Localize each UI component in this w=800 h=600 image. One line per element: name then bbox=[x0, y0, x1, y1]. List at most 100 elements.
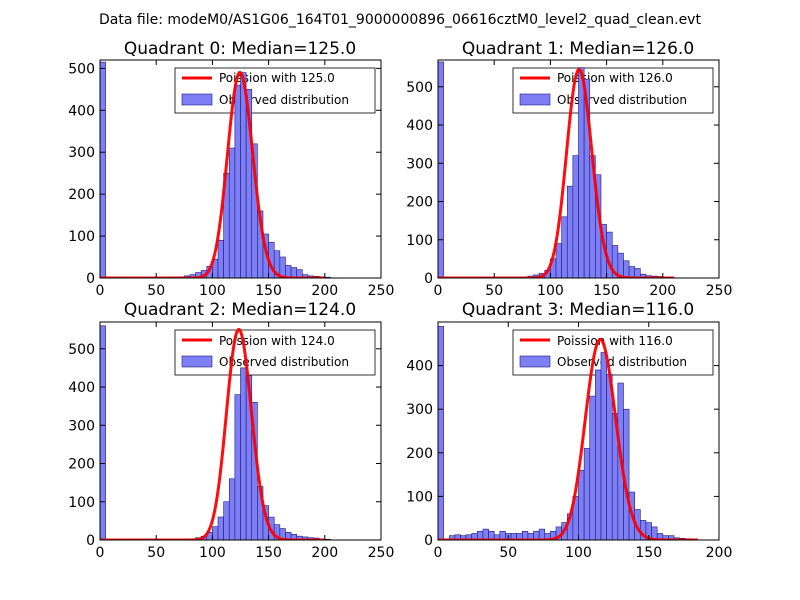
y-tick-label: 200 bbox=[68, 457, 95, 473]
y-tick-label: 500 bbox=[406, 80, 433, 96]
legend-box bbox=[512, 67, 714, 114]
x-tick-label: 150 bbox=[255, 545, 282, 561]
x-tick-label: 100 bbox=[199, 283, 226, 299]
legend-observed-swatch bbox=[181, 93, 213, 106]
y-tick-label: 300 bbox=[406, 156, 433, 172]
poisson-curve bbox=[438, 337, 698, 540]
y-tick-label: 100 bbox=[406, 489, 433, 505]
legend-observed-swatch bbox=[181, 355, 213, 368]
x-tick-label: 0 bbox=[434, 283, 443, 299]
legend-poisson-label: Poission with 125.0 bbox=[219, 71, 335, 85]
plot-area bbox=[100, 61, 331, 278]
y-tick-label: 100 bbox=[68, 495, 95, 511]
axes-frame bbox=[99, 321, 382, 541]
histogram-bar bbox=[561, 216, 568, 278]
x-tick-label: 150 bbox=[255, 283, 282, 299]
panel-title: Quadrant 1: Median=126.0 bbox=[462, 39, 694, 59]
x-tick-label: 100 bbox=[199, 545, 226, 561]
histogram-bar bbox=[482, 528, 489, 540]
axes-frame bbox=[437, 59, 720, 279]
x-tick-label: 50 bbox=[499, 545, 517, 561]
histogram-bar bbox=[234, 394, 241, 540]
y-tick-label: 300 bbox=[68, 145, 95, 161]
y-tick-label: 400 bbox=[68, 103, 95, 119]
legend-observed-label: Observed distribution bbox=[557, 93, 687, 107]
x-tick-label: 50 bbox=[147, 545, 165, 561]
plot-area bbox=[438, 326, 698, 540]
histogram-bar bbox=[438, 326, 444, 540]
histogram-bar bbox=[606, 374, 613, 540]
histogram-bar bbox=[578, 469, 585, 540]
y-tick-label: 400 bbox=[406, 359, 433, 375]
y-tick-label: 400 bbox=[68, 380, 95, 396]
y-tick-label: 400 bbox=[406, 118, 433, 134]
y-tick-label: 500 bbox=[68, 61, 95, 77]
panel-quadrant-0: Quadrant 0: Median=125.0 Poission with 1… bbox=[68, 39, 394, 299]
y-tick-label: 0 bbox=[424, 271, 433, 287]
legend-box bbox=[174, 67, 376, 114]
y-tick-label: 200 bbox=[68, 187, 95, 203]
legend-poisson-label: Poission with 116.0 bbox=[557, 334, 673, 348]
histogram-bar bbox=[600, 352, 607, 540]
legend-observed-swatch bbox=[519, 93, 551, 106]
panel-quadrant-3: Quadrant 3: Median=116.0 Poission with 1… bbox=[406, 300, 732, 561]
histogram-bar bbox=[100, 325, 106, 540]
panel-quadrant-1: Quadrant 1: Median=126.0 Poission with 1… bbox=[406, 39, 732, 299]
x-tick-label: 250 bbox=[368, 283, 395, 299]
y-tick-label: 300 bbox=[406, 402, 433, 418]
y-tick-label: 100 bbox=[406, 233, 433, 249]
histogram-bar bbox=[566, 185, 574, 278]
histogram-bar bbox=[583, 448, 591, 540]
histogram-bar bbox=[100, 61, 106, 278]
x-tick-label: 0 bbox=[96, 283, 105, 299]
panel-title: Quadrant 2: Median=124.0 bbox=[124, 300, 356, 320]
x-tick-label: 250 bbox=[368, 545, 395, 561]
legend-box bbox=[512, 329, 714, 376]
y-tick-label: 200 bbox=[406, 446, 433, 462]
axes-frame bbox=[99, 59, 382, 279]
y-tick-label: 300 bbox=[68, 418, 95, 434]
histogram-bar bbox=[628, 266, 636, 278]
x-tick-label: 50 bbox=[485, 283, 503, 299]
x-tick-label: 50 bbox=[147, 283, 165, 299]
y-tick-label: 500 bbox=[68, 342, 95, 358]
histogram-bar bbox=[228, 478, 236, 540]
histogram-bar bbox=[589, 395, 596, 540]
legend-box bbox=[174, 329, 376, 376]
histogram-bar bbox=[595, 369, 602, 540]
histogram-bar bbox=[240, 72, 247, 278]
legend-observed-label: Observed distribution bbox=[557, 355, 687, 369]
histogram-bar bbox=[228, 147, 236, 278]
y-tick-label: 0 bbox=[424, 533, 433, 549]
histogram-bar bbox=[623, 260, 630, 278]
histogram-bar bbox=[296, 269, 303, 278]
y-tick-label: 0 bbox=[86, 533, 95, 549]
y-tick-label: 0 bbox=[86, 271, 95, 287]
histogram-bar bbox=[578, 67, 585, 278]
plot-area bbox=[100, 325, 331, 540]
histogram-bar bbox=[634, 268, 641, 278]
x-tick-label: 250 bbox=[706, 283, 733, 299]
histogram-bar bbox=[223, 501, 230, 540]
x-tick-label: 100 bbox=[565, 545, 592, 561]
histogram-bar bbox=[234, 84, 241, 278]
legend-observed-swatch bbox=[519, 355, 551, 368]
x-tick-label: 200 bbox=[311, 545, 338, 561]
x-tick-label: 150 bbox=[593, 283, 620, 299]
y-tick-label: 100 bbox=[68, 229, 95, 245]
histogram-bar bbox=[555, 243, 562, 278]
panel-quadrant-2: Quadrant 2: Median=124.0 Poission with 1… bbox=[68, 300, 394, 561]
y-tick-label: 200 bbox=[406, 195, 433, 211]
figure-suptitle: Data file: modeM0/AS1G06_164T01_90000008… bbox=[99, 12, 701, 28]
x-tick-label: 150 bbox=[635, 545, 662, 561]
histogram-bar bbox=[572, 155, 579, 278]
histogram-bar bbox=[217, 516, 224, 540]
x-tick-label: 100 bbox=[537, 283, 564, 299]
plot-area bbox=[438, 61, 675, 278]
legend-poisson-label: Poission with 124.0 bbox=[219, 334, 335, 348]
histogram-bar bbox=[240, 367, 247, 540]
histogram-bar bbox=[438, 61, 444, 278]
panel-title: Quadrant 0: Median=125.0 bbox=[124, 39, 356, 59]
histogram-bar bbox=[217, 239, 224, 278]
